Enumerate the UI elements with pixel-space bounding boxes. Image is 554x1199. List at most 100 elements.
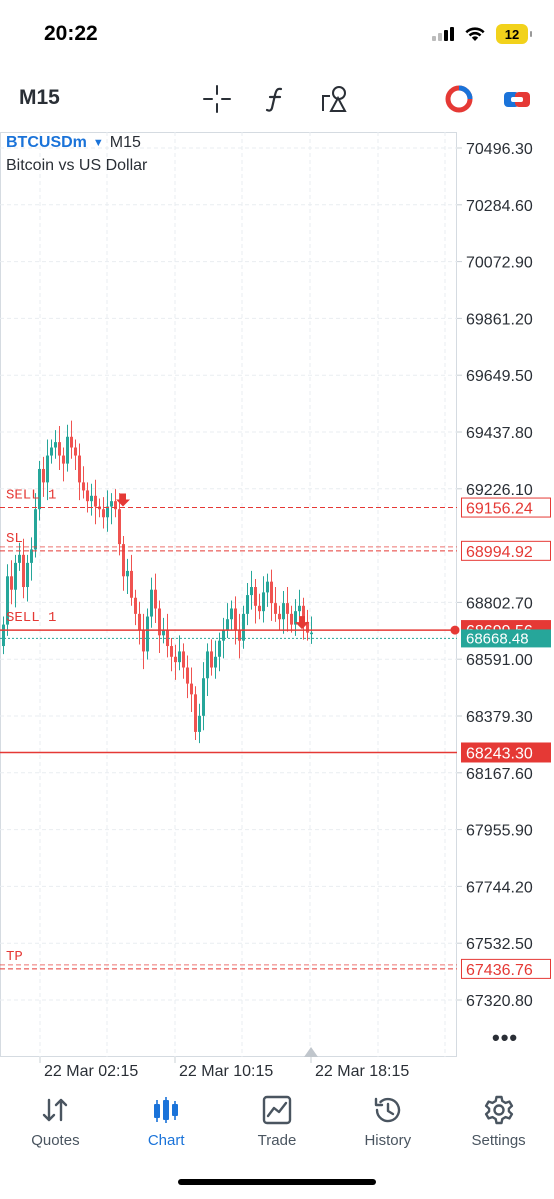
symbol-description: Bitcoin vs US Dollar — [6, 157, 148, 174]
candle-body — [218, 640, 221, 657]
candle-body — [54, 442, 57, 448]
trade-toggle-icon[interactable] — [502, 84, 532, 114]
candle-body — [190, 683, 193, 695]
candle-body — [126, 570, 129, 577]
candle-body — [174, 656, 177, 663]
symbol-name[interactable]: BTCUSDm — [6, 134, 87, 151]
nav-label-chart: Chart — [147, 1132, 185, 1149]
candle-body — [246, 595, 249, 614]
candle-body — [150, 589, 153, 617]
price-axis-label: 67532.50 — [466, 936, 533, 953]
candle-body — [198, 715, 201, 732]
candle-body — [78, 455, 81, 483]
time-axis-label: 22 Mar 18:15 — [315, 1063, 409, 1080]
candle-body — [274, 603, 277, 614]
price-tag-label: 68243.30 — [466, 745, 533, 762]
bid-marker-icon — [450, 625, 460, 635]
candle-body — [234, 608, 237, 630]
candle-body — [282, 603, 285, 620]
time-axis-label: 22 Mar 10:15 — [179, 1063, 273, 1080]
candle-body — [142, 629, 145, 652]
candle-body — [134, 597, 137, 614]
candle-body — [210, 651, 213, 668]
candle-body — [270, 581, 273, 604]
candle-body — [42, 468, 45, 483]
account-icon[interactable] — [444, 84, 474, 114]
chart-toolbar: M15 — [0, 72, 554, 124]
order-label: SL — [6, 531, 23, 547]
status-icons: 12 — [432, 24, 532, 44]
candle-body — [202, 678, 205, 716]
candle-body — [66, 436, 69, 464]
candle-body — [14, 562, 17, 590]
chevron-down-icon[interactable]: ▼ — [92, 137, 104, 149]
price-tag-label: 67436.76 — [466, 962, 533, 979]
price-axis-label: 68802.70 — [466, 595, 533, 612]
candle-body — [58, 442, 61, 456]
price-chart[interactable]: 69156.2468994.9268699.5668243.3067436.76… — [0, 0, 554, 1090]
candle-body — [158, 608, 161, 636]
nav-quotes[interactable]: Quotes — [0, 1088, 111, 1158]
settings-icon — [484, 1095, 513, 1125]
order-label: SELL 1 — [6, 488, 56, 504]
candle-body — [106, 506, 109, 518]
bottom-navigation: Quotes Chart Trade History — [0, 1088, 554, 1158]
candle-body — [46, 455, 49, 483]
timeframe-button[interactable]: M15 — [19, 86, 60, 109]
price-tag — [461, 497, 551, 518]
candle-body — [290, 613, 293, 625]
nav-label-quotes: Quotes — [31, 1132, 80, 1149]
candle-body — [146, 616, 149, 652]
candle-body — [302, 605, 305, 622]
time-axis-label: 22 Mar 02:15 — [44, 1063, 138, 1080]
chart-frame — [0, 132, 457, 1057]
order-label: SELL 1 — [6, 610, 56, 626]
cellular-signal-icon — [432, 27, 454, 41]
candle-body — [38, 468, 41, 510]
candle-body — [110, 501, 113, 507]
candle-body — [310, 632, 313, 635]
candle-body — [94, 495, 97, 507]
candle-body — [82, 482, 85, 491]
price-axis-label: 67955.90 — [466, 823, 533, 840]
nav-chart[interactable]: Chart — [111, 1088, 222, 1158]
nav-history[interactable]: History — [332, 1088, 443, 1158]
trade-icon — [262, 1095, 292, 1125]
chart-icon — [154, 1097, 179, 1123]
candle-body — [258, 605, 261, 612]
objects-icon[interactable] — [320, 84, 350, 114]
price-tag — [461, 958, 551, 979]
candle-body — [238, 629, 241, 641]
price-axis-label: 69861.20 — [466, 311, 533, 328]
scroll-marker-icon — [304, 1047, 318, 1057]
candle-body — [214, 656, 217, 668]
candle-body — [182, 651, 185, 668]
price-tag-label: 69156.24 — [466, 501, 533, 518]
candle-body — [30, 549, 33, 563]
nav-settings[interactable]: Settings — [443, 1088, 554, 1158]
nav-label-settings: Settings — [471, 1132, 526, 1149]
wifi-icon — [465, 27, 485, 41]
candle-body — [22, 554, 25, 588]
candle-body — [86, 490, 89, 502]
symbol-timeframe: M15 — [109, 134, 141, 151]
indicators-icon[interactable] — [261, 84, 291, 114]
nav-trade[interactable]: Trade — [222, 1088, 333, 1158]
candle-body — [62, 455, 65, 464]
price-axis-label: 69226.10 — [466, 482, 533, 499]
candle-body — [6, 576, 9, 625]
crosshair-icon[interactable] — [202, 84, 232, 114]
symbol-header[interactable]: BTCUSDm ▼ M15 — [6, 134, 141, 152]
price-axis-label: 70284.60 — [466, 198, 533, 215]
status-time: 20:22 — [44, 22, 98, 45]
candle-body — [306, 621, 309, 633]
history-icon — [374, 1097, 400, 1123]
candle-body — [266, 581, 269, 593]
candle-body — [242, 613, 245, 641]
more-options-icon[interactable]: ••• — [492, 1025, 519, 1050]
candle-body — [114, 501, 117, 510]
candle-body — [178, 651, 181, 663]
candle-body — [278, 613, 281, 620]
candle-body — [226, 619, 229, 630]
nav-label-history: History — [364, 1132, 412, 1149]
